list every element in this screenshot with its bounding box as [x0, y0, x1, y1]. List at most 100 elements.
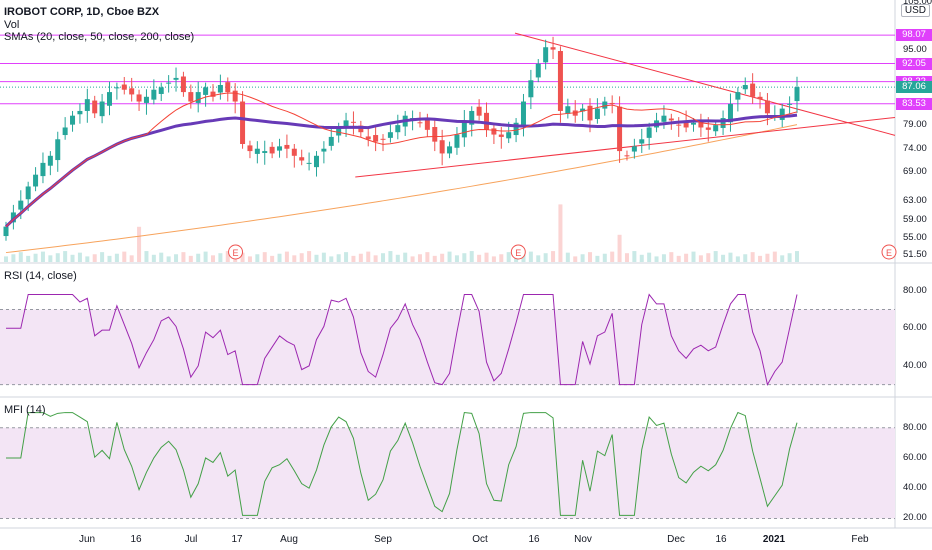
candle-body: [461, 120, 467, 138]
candle-body: [432, 127, 438, 142]
volume-bar: [26, 255, 31, 262]
candle-body: [55, 139, 61, 161]
volume-bar: [63, 251, 68, 262]
currency-button[interactable]: USD: [900, 4, 930, 17]
candle-body: [491, 128, 497, 135]
time-tick: 16: [715, 534, 727, 545]
volume-bar: [491, 256, 496, 262]
volume-bar: [85, 256, 90, 262]
sma200-path: [5, 124, 798, 254]
candle-body: [70, 115, 76, 125]
volume-bar: [750, 252, 755, 262]
volume-bar: [33, 253, 38, 262]
candle-body: [114, 87, 120, 89]
candle-body: [713, 125, 719, 132]
candle-body: [580, 108, 586, 112]
mfi-tick: 20.00: [903, 512, 927, 524]
volume-bar: [373, 255, 378, 262]
volume-bar: [558, 204, 563, 262]
candle-body: [254, 148, 260, 154]
candle-body: [225, 82, 231, 93]
mfi-band: [0, 427, 895, 519]
volume-bar: [580, 254, 585, 262]
price-tick: 59.00: [903, 213, 927, 225]
candle-body: [129, 88, 135, 95]
volume-bar: [661, 254, 666, 262]
volume-bar: [210, 255, 215, 262]
volume-bar: [336, 254, 341, 262]
sma-legend[interactable]: SMAs (20, close, 50, close, 200, close): [4, 31, 195, 43]
candle-body: [18, 200, 24, 210]
candle-body: [417, 122, 423, 124]
candle-body: [587, 105, 593, 121]
candle-body: [180, 76, 186, 93]
volume-bar: [159, 252, 164, 262]
candle-body: [121, 84, 127, 90]
candle-body: [668, 118, 674, 121]
volume-legend[interactable]: Vol: [4, 19, 20, 31]
candle-body: [47, 155, 53, 166]
candle-body: [99, 101, 105, 117]
rsi-tick: 60.00: [903, 322, 927, 334]
volume-bar: [174, 254, 179, 262]
earnings-label: E: [886, 248, 892, 258]
volume-bar: [240, 252, 245, 262]
chart-title: IROBOT CORP, 1D, Cboe BZX: [4, 6, 160, 18]
volume-bar: [48, 255, 53, 262]
volume-bar: [484, 252, 489, 262]
volume-bar: [795, 251, 799, 262]
sma200-line: [5, 124, 798, 254]
time-tick: 16: [528, 534, 540, 545]
price-tick: 105.00: [903, 0, 932, 8]
oscillator-panes: [0, 293, 895, 519]
price-tag: 92.05: [896, 57, 932, 70]
candle-body: [365, 136, 371, 140]
rsi-tick: 80.00: [903, 284, 927, 296]
time-tick: 2021: [762, 534, 786, 545]
time-tick: Sep: [374, 534, 392, 545]
earnings-icon: [228, 244, 244, 260]
volume-bar: [270, 255, 275, 262]
candle-body: [240, 101, 246, 144]
candle-body: [350, 121, 356, 123]
candle-body: [188, 92, 194, 102]
candle-body: [173, 77, 179, 80]
volume-bar: [477, 254, 482, 262]
volume-bar: [410, 256, 415, 262]
volume-bar: [765, 253, 770, 262]
volume-bar: [624, 253, 629, 262]
volume-bar: [676, 255, 681, 262]
volume-bar: [447, 251, 452, 262]
candle-body: [424, 118, 430, 130]
volume-bar: [617, 234, 622, 262]
volume-bar: [440, 253, 445, 262]
candle-body: [284, 144, 290, 149]
time-tick: 16: [130, 534, 142, 545]
candle-body: [10, 212, 16, 223]
mfi-legend[interactable]: MFI (14): [4, 404, 46, 416]
volume-bar: [92, 254, 97, 262]
candle-body: [203, 87, 209, 95]
candle-body: [166, 82, 172, 84]
volume-bar: [388, 251, 393, 262]
volume-bar: [691, 251, 696, 262]
candle-body: [727, 103, 733, 123]
rsi-line: [6, 293, 798, 387]
volume-bar: [772, 251, 777, 262]
candle-body: [313, 155, 319, 168]
volume-bar: [307, 251, 312, 262]
volume-bar: [669, 252, 674, 262]
candle-body: [217, 85, 223, 93]
rsi-legend[interactable]: RSI (14, close): [4, 270, 77, 282]
volume-bar: [743, 254, 748, 262]
price-tick: 69.00: [903, 166, 927, 178]
candle-body: [520, 101, 526, 128]
volume-bar: [469, 251, 474, 262]
rsi-tick: 40.00: [903, 359, 927, 371]
candle-body: [84, 99, 90, 111]
mfi-tick: 80.00: [903, 421, 927, 433]
candle-body: [328, 136, 334, 146]
volume-bar: [425, 252, 430, 262]
volume-bar: [114, 253, 119, 262]
